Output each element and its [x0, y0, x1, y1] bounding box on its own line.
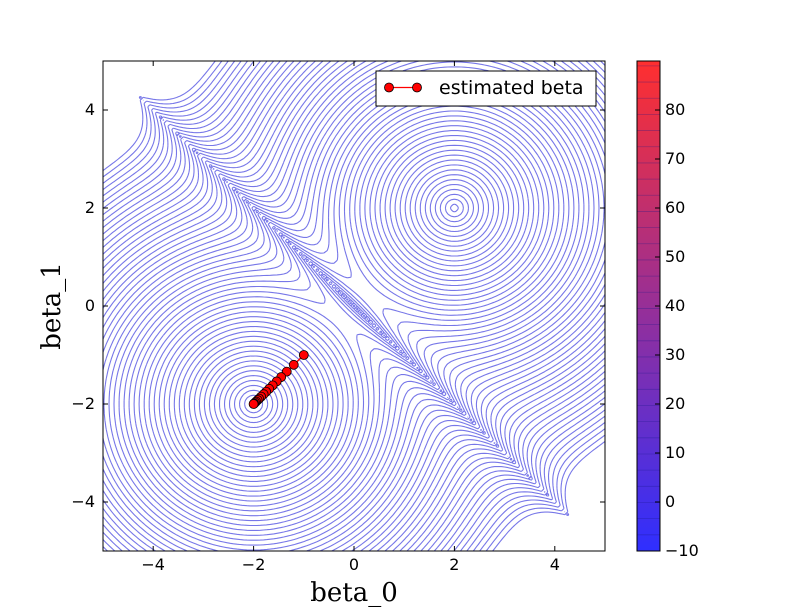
colorbar-tick-label: 40 [665, 296, 685, 315]
contour-line [213, 169, 495, 443]
colorbar-level-lines [637, 65, 660, 552]
contour-line [103, 61, 605, 551]
x-tick-label: 4 [550, 555, 560, 574]
contour-line [203, 159, 505, 453]
y-tick-label: −4 [71, 492, 95, 511]
contour-line [103, 61, 605, 551]
contour-line [193, 149, 515, 463]
contour-line [103, 61, 605, 551]
contour-line [103, 61, 605, 551]
legend-marker [412, 82, 422, 93]
colorbar-tick-label: 20 [665, 394, 685, 413]
contour-line [178, 134, 530, 478]
contour-line [103, 61, 605, 551]
y-tick-label: 2 [85, 198, 95, 217]
x-tick-label: −2 [242, 555, 266, 574]
contour-line [238, 193, 470, 419]
contour-line [133, 90, 575, 522]
contour-line [244, 198, 464, 414]
contour-line [173, 130, 535, 482]
contour-line [218, 174, 490, 438]
contour-line [223, 179, 485, 433]
colorbar-tick-label: 80 [665, 100, 685, 119]
axis-ticks: −4 −2 0 2 4 −4 −2 0 2 4 [71, 61, 605, 574]
y-tick-label: −2 [71, 394, 95, 413]
contour-line [158, 115, 550, 497]
colorbar-ticks: −10 0 10 20 30 40 50 60 70 80 [655, 100, 699, 560]
x-axis-title: beta_0 [310, 578, 398, 608]
colorbar-tick-label: 30 [665, 345, 685, 364]
contour-line [208, 164, 500, 448]
contour-line [103, 61, 605, 551]
contour-line [103, 61, 605, 551]
colorbar-tick-label: −10 [665, 541, 699, 560]
contour-line [123, 81, 585, 531]
x-tick-label: 0 [349, 555, 359, 574]
contour-line [163, 120, 545, 492]
contour-line [188, 144, 520, 468]
colorbar-tick-label: 0 [665, 492, 675, 511]
contour-line [183, 139, 525, 473]
contour-line [103, 61, 605, 551]
contour-line [103, 61, 605, 551]
contour-lines [103, 61, 605, 551]
colorbar-tick-label: 70 [665, 149, 685, 168]
colorbar-tick-label: 10 [665, 443, 685, 462]
contour-line [143, 100, 565, 512]
contour-line [103, 61, 605, 551]
estimated-beta-series [248, 350, 309, 409]
contour-line [198, 154, 510, 458]
contour-line [138, 95, 570, 517]
contour-line [148, 105, 560, 507]
contour-line [153, 110, 555, 502]
y-tick-label: 4 [85, 100, 95, 119]
contour-line [168, 125, 540, 487]
legend-marker [384, 82, 394, 93]
data-point [298, 350, 309, 360]
y-tick-label: 0 [85, 296, 95, 315]
contour-line [128, 85, 580, 527]
legend-label: estimated beta [439, 77, 584, 99]
colorbar-tick-label: 50 [665, 247, 685, 266]
contour-line [103, 61, 605, 551]
contour-line [113, 71, 595, 541]
contour-line [103, 61, 605, 551]
contour-line [228, 183, 480, 429]
contour-line [103, 61, 605, 551]
colorbar-tick-label: 60 [665, 198, 685, 217]
contour-line [103, 61, 605, 551]
data-point [248, 399, 259, 409]
contour-line [103, 61, 605, 551]
x-tick-label: −4 [141, 555, 165, 574]
legend: estimated beta [375, 70, 597, 107]
colorbar-gradient [637, 61, 660, 551]
contour-line [103, 61, 605, 551]
x-tick-label: 2 [449, 555, 459, 574]
data-point [288, 359, 299, 370]
contour-line [103, 61, 605, 551]
colorbar: −10 0 10 20 30 40 50 60 70 80 [636, 60, 699, 560]
y-axis-title: beta_1 [37, 262, 67, 350]
contour-line [233, 188, 475, 424]
